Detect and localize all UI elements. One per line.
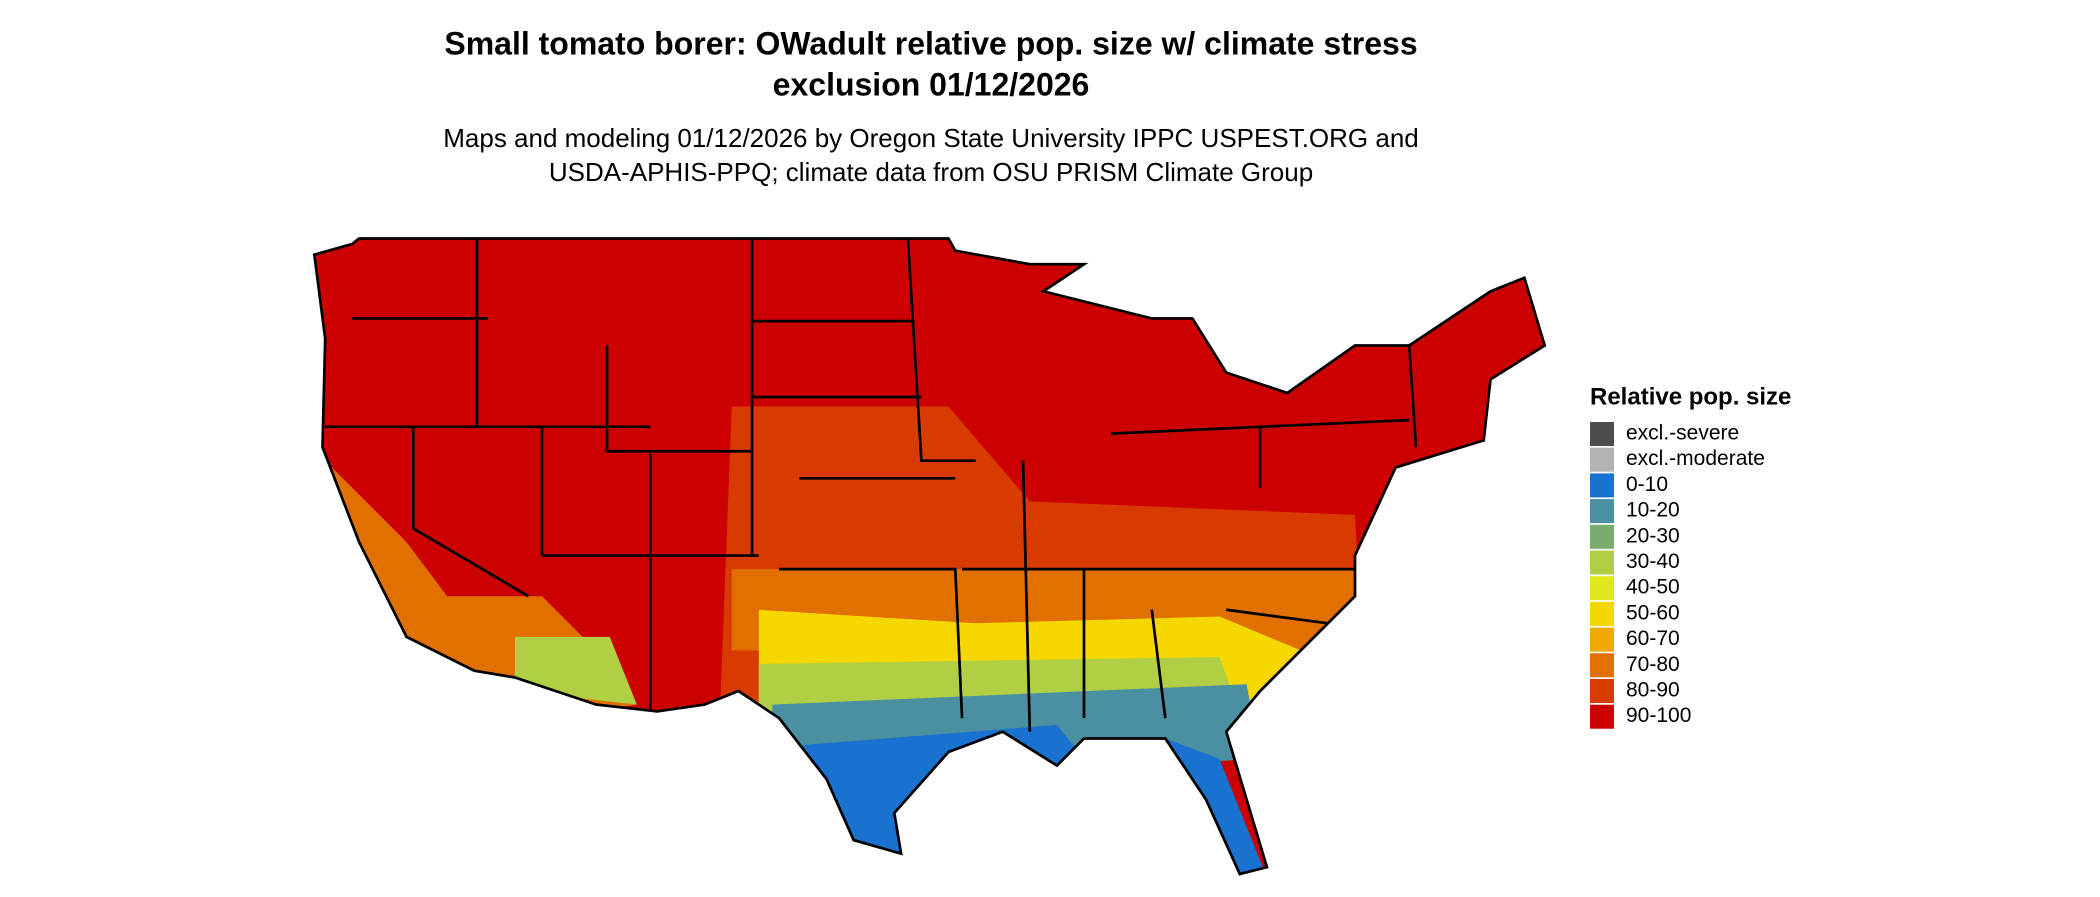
title-line: Small tomato borer: OWadult relative pop…: [444, 25, 1417, 61]
legend-label: 80-90: [1626, 679, 1680, 702]
legend-swatch: [1590, 447, 1614, 472]
legend-label: 0-10: [1626, 473, 1668, 496]
legend-label: 40-50: [1626, 576, 1680, 599]
subtitle-line: USDA-APHIS-PPQ; climate data from OSU PR…: [549, 157, 1313, 187]
legend-swatch: [1590, 653, 1614, 678]
legend-label: 60-70: [1626, 627, 1680, 650]
legend-label: 30-40: [1626, 550, 1680, 573]
legend-swatch: [1590, 576, 1614, 601]
legend-swatch: [1590, 524, 1614, 549]
legend-label: 50-60: [1626, 601, 1680, 624]
legend-title: Relative pop. size: [1590, 383, 1791, 410]
map: [312, 237, 1547, 876]
legend-label: 90-100: [1626, 704, 1691, 727]
legend-label: excl.-severe: [1626, 422, 1739, 445]
legend-label: 20-30: [1626, 524, 1680, 547]
legend-swatch: [1590, 679, 1614, 703]
legend-swatch: [1590, 550, 1614, 575]
legend-swatch: [1590, 473, 1614, 498]
legend-swatch: [1590, 499, 1614, 524]
subtitle-line: Maps and modeling 01/12/2026 by Oregon S…: [443, 123, 1419, 153]
legend-label: 10-20: [1626, 499, 1680, 522]
legend-swatch: [1590, 627, 1614, 652]
legend-swatch: [1590, 601, 1614, 626]
title-line: exclusion 01/12/2026: [773, 66, 1090, 102]
legend-swatch: [1590, 422, 1614, 446]
legend-label: excl.-moderate: [1626, 447, 1765, 470]
legend-label: 70-80: [1626, 653, 1680, 676]
legend-swatch: [1590, 704, 1614, 729]
